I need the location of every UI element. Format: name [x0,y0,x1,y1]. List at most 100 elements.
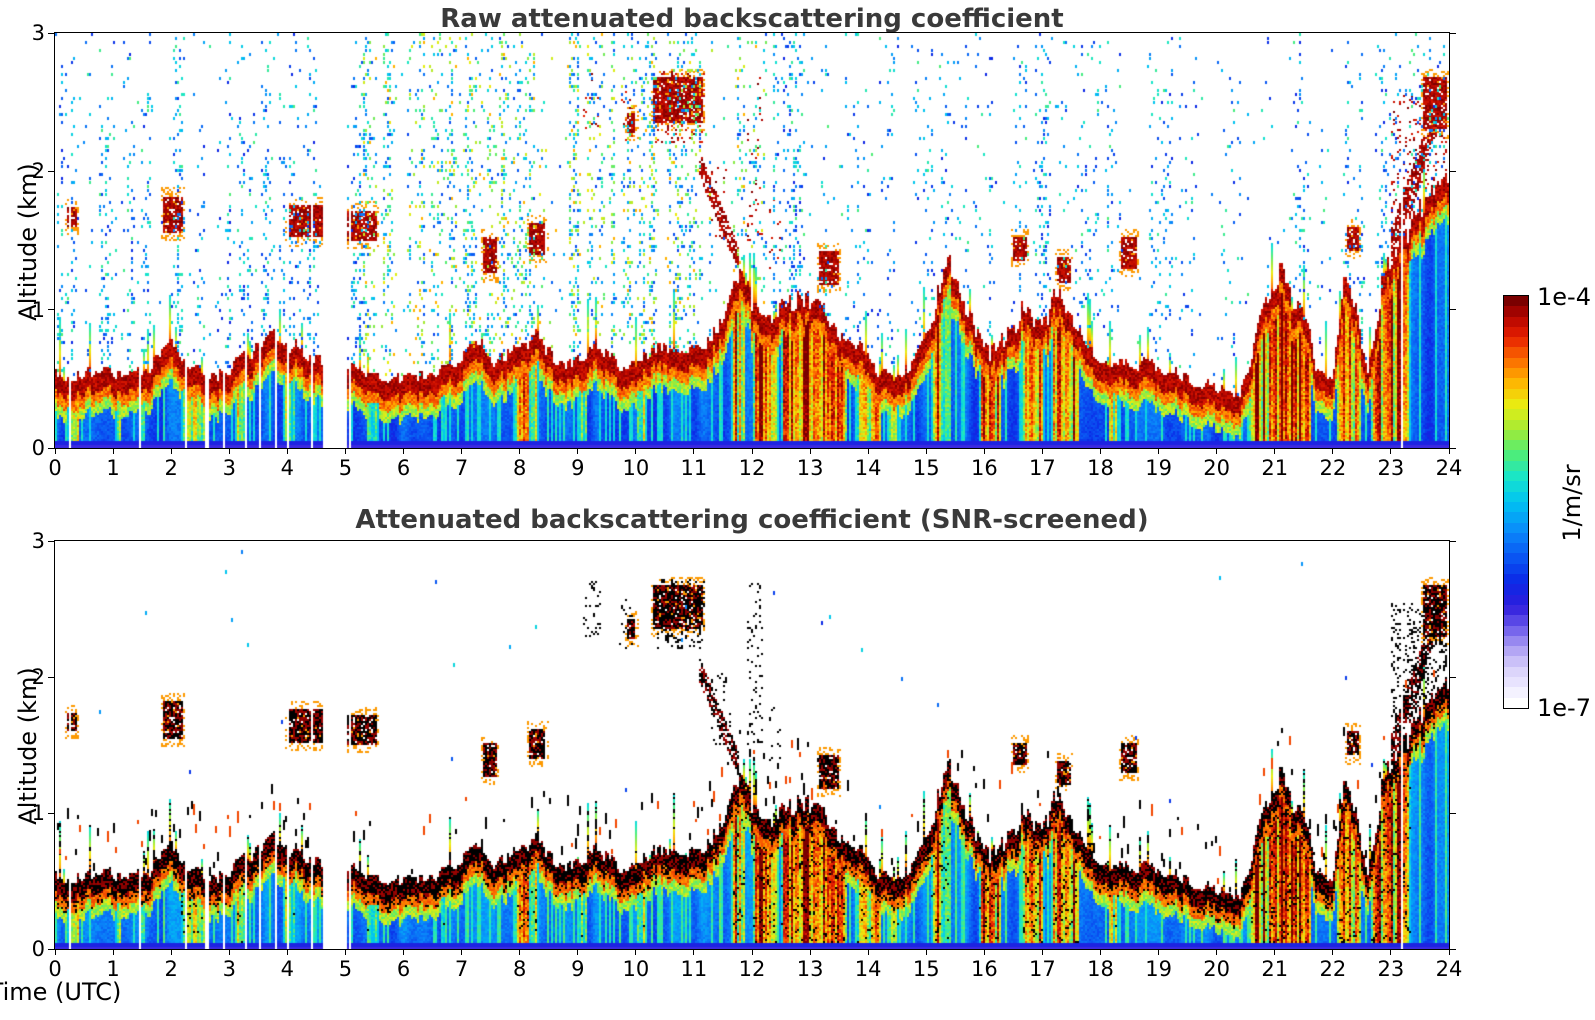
x-tick [228,949,230,955]
x-tick-label: 22 [1319,957,1347,981]
x-tick-label: 14 [854,456,882,480]
x-tick-label: 8 [512,456,527,480]
y-tick [48,812,55,814]
x-tick-label: 2 [164,957,178,981]
colorbar-band [1504,676,1528,688]
x-tick [925,448,927,454]
screened-panel-frame [54,540,1450,950]
y-tick-right [1449,170,1456,172]
x-tick-label: 20 [1203,957,1231,981]
x-tick-label: 13 [796,957,824,981]
colorbar-units-label: 1/m/sr [1558,464,1586,542]
x-tick-label: 4 [280,957,295,981]
x-tick [635,949,637,955]
colorbar-band [1504,512,1528,523]
x-tick-label: 9 [571,456,585,480]
x-tick-label: 18 [1087,456,1114,480]
x-tick-label: 11 [680,456,708,480]
y-tick [48,676,55,678]
x-tick [1216,949,1218,955]
colorbar-band [1504,388,1528,399]
x-tick-label: 15 [912,456,940,480]
colorbar-band [1504,532,1528,544]
y-tick [48,540,55,542]
colorbar-band [1504,326,1528,338]
colorbar-band [1504,687,1528,698]
x-tick [1390,949,1392,955]
y-tick [48,309,55,311]
x-tick [1274,949,1276,955]
colorbar-band [1504,337,1528,348]
y-tick-label: 0 [31,436,45,460]
x-tick-label: 13 [796,456,824,480]
screened-panel-heatmap [55,541,1449,949]
y-tick-label: 3 [31,529,45,553]
colorbar-band [1504,481,1528,492]
x-tick-label: 17 [1029,957,1056,981]
x-tick [577,448,579,454]
colorbar-band [1504,656,1528,667]
x-tick [170,949,172,955]
colorbar-max-label: 1e-4 [1537,283,1591,311]
y-tick-right [1449,676,1456,678]
y-tick-right [1449,32,1456,34]
x-tick [170,448,172,454]
x-tick [751,949,753,955]
x-tick-label: 12 [738,957,766,981]
x-tick [403,949,404,955]
x-tick-label: 16 [970,456,998,480]
colorbar-band [1504,378,1528,389]
x-tick [809,448,811,454]
x-tick-label: 7 [454,957,469,981]
x-tick-label: 8 [512,957,527,981]
x-tick [112,448,114,454]
colorbar-band [1504,604,1528,616]
colorbar-min-label: 1e-7 [1537,694,1591,722]
colorbar-band [1504,522,1528,533]
x-tick-label: 1 [106,957,120,981]
x-tick-label: 3 [222,456,236,480]
colorbar-band [1504,429,1528,441]
x-tick-label: 23 [1377,957,1405,981]
x-tick [693,949,695,955]
y-tick [48,170,55,172]
raw-panel-frame [54,32,1450,449]
x-tick-label: 6 [396,456,411,480]
colorbar-band [1504,296,1528,307]
x-tick-label: 10 [622,456,650,480]
x-tick-label: 21 [1261,957,1289,981]
x-tick [925,949,927,955]
x-tick [1158,949,1160,955]
x-tick-label: 2 [164,456,178,480]
colorbar-band [1504,563,1528,575]
y-tick [48,948,55,950]
x-tick-label: 5 [338,456,353,480]
colorbar-band [1504,615,1528,626]
x-tick [809,949,811,955]
x-tick [983,949,985,955]
x-tick [1100,949,1101,955]
x-tick [1274,448,1276,454]
colorbar-band [1504,666,1528,677]
x-tick-label: 24 [1435,456,1463,480]
x-tick [693,448,695,454]
x-tick-label: 3 [222,957,236,981]
x-tick-label: 12 [738,456,766,480]
x-tick-label: 18 [1087,957,1114,981]
colorbar-band [1504,501,1528,513]
y-tick-label: 2 [31,665,45,689]
y-tick-right [1449,447,1456,449]
x-tick-label: 19 [1145,456,1172,480]
colorbar-band [1504,553,1528,564]
x-tick [344,448,346,454]
colorbar [1503,295,1529,709]
x-tick-label: 19 [1145,957,1172,981]
x-tick-label: 16 [970,957,998,981]
x-tick [54,448,56,454]
x-tick-label: 20 [1203,456,1231,480]
x-tick [112,949,114,955]
x-tick-label: 14 [854,957,882,981]
x-tick-label: 11 [680,957,708,981]
x-tick-label: 17 [1029,456,1056,480]
